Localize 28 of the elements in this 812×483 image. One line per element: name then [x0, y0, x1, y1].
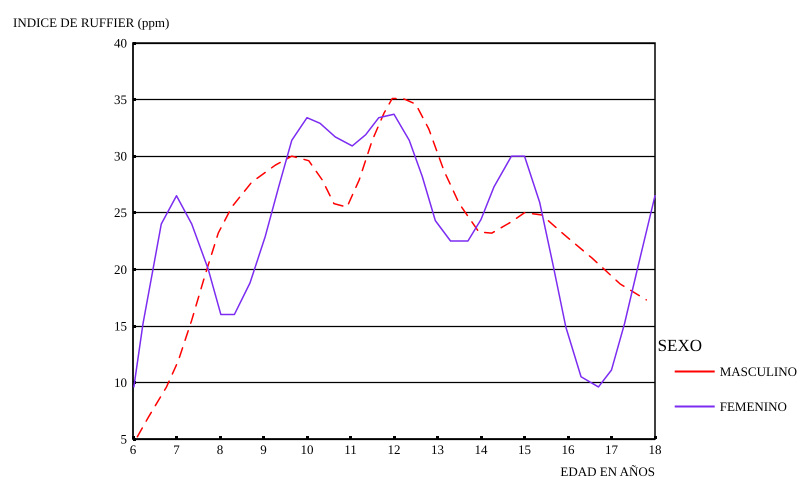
x-tick-label: 13 — [431, 442, 444, 457]
x-tick-label: 6 — [130, 442, 137, 457]
x-tick-label: 17 — [605, 442, 618, 457]
y-tick-label: 5 — [120, 432, 127, 446]
x-tick-label: 12 — [388, 442, 400, 457]
x-tick-label: 18 — [648, 442, 662, 457]
x-tick-label: 7 — [173, 442, 180, 457]
x-axis-title: EDAD EN AÑOS — [560, 464, 655, 479]
y-tick-label: 15 — [114, 318, 127, 334]
x-tick-label: 11 — [344, 442, 357, 457]
x-tick-label: 10 — [300, 442, 314, 457]
y-tick-label: 25 — [114, 205, 127, 220]
line-series — [133, 114, 656, 388]
x-tick-label: 15 — [518, 442, 531, 457]
x-tick-label: 14 — [474, 442, 488, 457]
y-tick-label: 20 — [114, 262, 127, 277]
y-tick-label: 40 — [114, 36, 127, 50]
x-tick-label: 9 — [260, 442, 267, 457]
y-tick-label: 30 — [114, 148, 127, 164]
legend-label: FEMENINO — [720, 399, 787, 414]
line-series — [136, 98, 648, 438]
y-axis-title: INDICE DE RUFFIER (ppm) — [13, 15, 170, 30]
y-tick-label: 35 — [114, 92, 127, 108]
legend-label: MASCULINO — [720, 364, 798, 379]
y-tick-label: 10 — [114, 374, 127, 390]
legend-title: SEXO — [658, 336, 702, 355]
x-tick-label: 16 — [562, 442, 575, 457]
x-tick-label: 8 — [216, 442, 224, 457]
